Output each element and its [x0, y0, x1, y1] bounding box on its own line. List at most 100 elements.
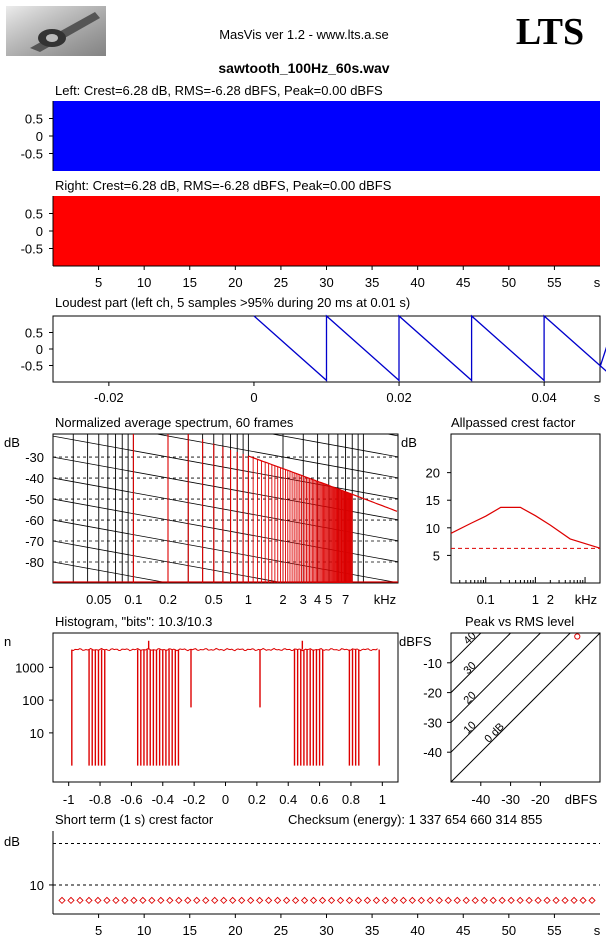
left-ytick-label: -0.5 [21, 147, 43, 162]
allpass-xtick-label: 1 [532, 592, 539, 607]
spectrum-ytick-label: -80 [25, 555, 44, 570]
st-point [489, 896, 497, 905]
logo-image [6, 6, 106, 56]
st-point [85, 896, 93, 905]
right-ytick-label: 0 [36, 224, 43, 239]
loudest-part-plot: Loudest part (left ch, 5 samples >95% du… [21, 295, 606, 405]
left-channel-waveform: Left: Crest=6.28 dB, RMS=-6.28 dBFS, Pea… [21, 83, 600, 171]
allpassed-crest-title: Allpassed crest factor [451, 415, 576, 430]
allpass-ytick-label: 15 [426, 493, 440, 508]
st-point [157, 896, 165, 905]
pvr-ytick-label: -20 [423, 686, 442, 701]
histogram-xtick-label: -0.2 [183, 792, 205, 807]
st-point [552, 896, 560, 905]
st-point [534, 896, 542, 905]
st-point [399, 896, 407, 905]
histogram-ylabel: n [4, 634, 11, 649]
spectrum-xtick-label: 0.2 [159, 592, 177, 607]
st-point [264, 896, 273, 905]
spectrum-plot: Normalized average spectrum, 60 frames d… [4, 415, 399, 607]
histogram-ytick-label: 1000 [15, 660, 44, 675]
pvr-diagonal [451, 633, 571, 753]
loudest-x-unit: s [594, 390, 601, 405]
spectrum-slope-line [53, 540, 287, 583]
time-xtick-label: 35 [365, 275, 379, 290]
spectrum-ytick-label: -30 [25, 450, 44, 465]
time-xtick-label: 55 [547, 275, 561, 290]
allpass-xtick-label: 2 [547, 592, 554, 607]
time-xtick-label: 30 [319, 275, 333, 290]
st-point [354, 896, 363, 905]
st-point [570, 896, 578, 905]
pvr-diagonal [451, 633, 541, 723]
spectrum-slope-line [53, 435, 398, 500]
histogram-ytick-label: 10 [30, 726, 44, 741]
st-xtick-label: 5 [95, 923, 102, 938]
histogram-frame [52, 632, 399, 783]
histogram-xtick-label: 1 [379, 792, 386, 807]
st-point [327, 896, 336, 905]
short-term-crest-plot: Short term (1 s) crest factor Checksum (… [4, 812, 601, 938]
time-xtick-label: 5 [95, 275, 102, 290]
st-point [426, 896, 434, 905]
spectrum-xtick-label: 2 [279, 592, 286, 607]
pvr-xtick-label: -30 [501, 792, 520, 807]
spectrum-title: Normalized average spectrum, 60 frames [55, 415, 294, 430]
st-point [247, 896, 255, 905]
st-point [139, 896, 147, 905]
pvr-x-unit: dBFS [565, 792, 598, 807]
histogram-plot: Histogram, "bits": 10.3/10.3 n 100010010… [4, 614, 399, 807]
histogram-xtick-label: 0 [222, 792, 229, 807]
st-point [579, 896, 587, 905]
left-ytick-label: 0.5 [25, 112, 43, 127]
spectrum-xtick-label: 4 [314, 592, 321, 607]
st-point [202, 896, 210, 905]
right-channel-title: Right: Crest=6.28 dB, RMS=-6.28 dBFS, Pe… [55, 178, 392, 193]
loudest-part-title: Loudest part (left ch, 5 samples >95% du… [55, 295, 410, 310]
time-xtick-label: 10 [137, 275, 151, 290]
file-name: sawtooth_100Hz_60s.wav [218, 60, 389, 76]
loudest-series-line [253, 314, 606, 382]
spectrum-ytick-label: -50 [25, 492, 44, 507]
st-point [238, 896, 246, 905]
st-point [525, 896, 533, 905]
st-point [453, 896, 461, 905]
pvr-xtick-label: -40 [471, 792, 490, 807]
right-ytick-label: 0.5 [25, 207, 43, 222]
time-xtick-label: 45 [456, 275, 470, 290]
pvr-diagonal [451, 633, 600, 782]
st-point [408, 896, 416, 905]
st-ytick-label: 10 [30, 878, 44, 893]
pvr-point [574, 633, 581, 640]
st-point [130, 896, 138, 905]
st-point [390, 896, 399, 905]
st-point [103, 896, 111, 905]
allpass-x-unit: kHz [575, 592, 597, 607]
loudest-xtick-label: 0 [250, 390, 257, 405]
time-xtick-label: 20 [228, 275, 242, 290]
st-point [184, 896, 192, 905]
peak-vs-rms-title: Peak vs RMS level [465, 614, 574, 629]
spectrum-ytick-label: -40 [25, 471, 44, 486]
st-xtick-label: 40 [410, 923, 424, 938]
left-ytick-label: 0 [36, 129, 43, 144]
spectrum-slope-line [53, 561, 171, 583]
allpass-frame [450, 433, 601, 584]
loudest-ytick-label: 0 [36, 342, 43, 357]
st-point [435, 896, 443, 905]
st-point [444, 896, 452, 905]
st-point [282, 896, 291, 905]
right-ytick-label: -0.5 [21, 242, 43, 257]
time-xtick-label: 25 [274, 275, 288, 290]
histogram-xtick-label: 0.8 [342, 792, 360, 807]
spectrum-xtick-label: 0.5 [205, 592, 223, 607]
time-xtick-label: 40 [410, 275, 424, 290]
st-xtick-label: 20 [228, 923, 242, 938]
st-point [112, 896, 120, 905]
st-point [507, 896, 515, 905]
spectrum-envelope [248, 455, 398, 512]
st-point [381, 896, 390, 905]
histogram-xtick-label: -0.6 [120, 792, 142, 807]
st-xtick-label: 10 [137, 923, 151, 938]
